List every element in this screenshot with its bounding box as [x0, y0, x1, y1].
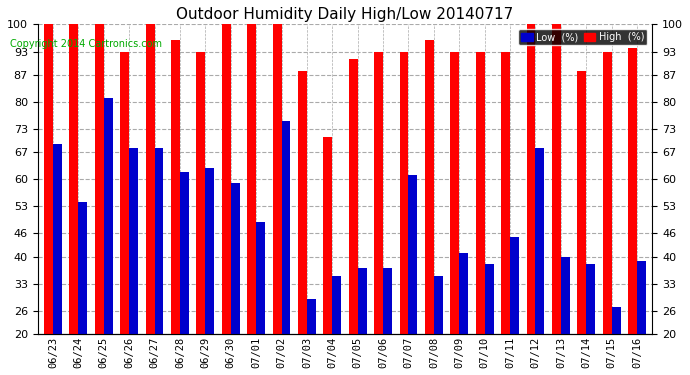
Bar [171, 40, 180, 375]
Bar [586, 264, 595, 375]
Bar [95, 24, 103, 375]
Bar [120, 52, 129, 375]
Legend: Low  (%), High  (%): Low (%), High (%) [518, 29, 647, 45]
Bar [206, 168, 214, 375]
Bar [484, 264, 493, 375]
Bar [221, 24, 230, 375]
Bar [434, 276, 443, 375]
Bar [476, 52, 484, 375]
Bar [307, 299, 316, 375]
Bar [400, 52, 408, 375]
Bar [44, 24, 53, 375]
Text: Copyright 2014 Cartronics.com: Copyright 2014 Cartronics.com [10, 39, 162, 50]
Bar [180, 171, 189, 375]
Bar [552, 24, 561, 375]
Bar [155, 148, 164, 375]
Bar [197, 52, 206, 375]
Bar [247, 24, 256, 375]
Bar [78, 202, 87, 375]
Bar [612, 307, 620, 375]
Bar [53, 144, 62, 375]
Bar [603, 52, 612, 375]
Bar [256, 222, 265, 375]
Bar [146, 24, 155, 375]
Bar [273, 24, 282, 375]
Bar [230, 183, 239, 375]
Bar [383, 268, 392, 375]
Bar [510, 237, 519, 375]
Bar [357, 268, 366, 375]
Bar [298, 71, 307, 375]
Bar [408, 176, 417, 375]
Bar [129, 148, 138, 375]
Bar [333, 276, 341, 375]
Bar [501, 52, 510, 375]
Bar [637, 261, 646, 375]
Bar [425, 40, 434, 375]
Bar [628, 48, 637, 375]
Bar [578, 71, 586, 375]
Bar [70, 24, 78, 375]
Bar [104, 98, 112, 375]
Bar [460, 253, 469, 375]
Bar [374, 52, 383, 375]
Bar [324, 137, 333, 375]
Title: Outdoor Humidity Daily High/Low 20140717: Outdoor Humidity Daily High/Low 20140717 [177, 7, 513, 22]
Bar [282, 121, 290, 375]
Bar [349, 59, 357, 375]
Bar [451, 52, 460, 375]
Bar [526, 24, 535, 375]
Bar [561, 256, 570, 375]
Bar [535, 148, 544, 375]
